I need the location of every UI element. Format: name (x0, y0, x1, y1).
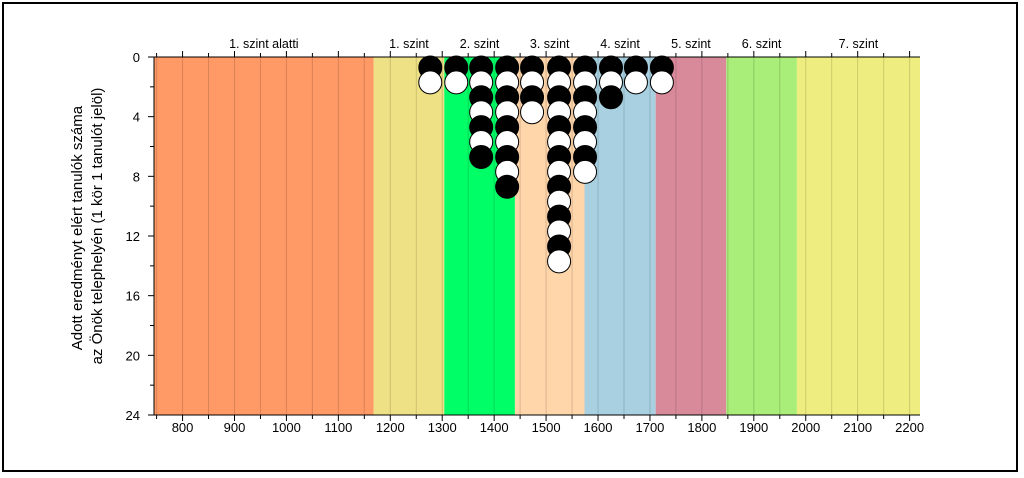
level-label: 5. szint (671, 37, 711, 51)
x-tick-label: 1900 (739, 420, 768, 435)
x-tick-label: 2200 (895, 420, 924, 435)
level-label: 3. szint (530, 37, 570, 51)
student-marker (573, 159, 598, 184)
y-axis-label-line-2: az Önök telephelyén (1 kör 1 tanulót jel… (88, 88, 106, 365)
level-label: 6. szint (742, 37, 782, 51)
level-band (373, 57, 445, 415)
level-band (154, 57, 374, 415)
y-tick-label: 20 (126, 348, 140, 363)
y-tick-label: 12 (126, 229, 140, 244)
level-labels: 1. szint alatti 1. szint 2. szint 3. szint 4… (229, 37, 879, 51)
chart-frame (2, 2, 1018, 472)
level-label: 4. szint (600, 37, 640, 51)
gridlines (156, 57, 911, 415)
x-tick-label: 1000 (272, 420, 301, 435)
level-label: 1. szint alatti (229, 37, 298, 51)
x-tick-label: 1200 (376, 420, 405, 435)
level-label: 1. szint (389, 37, 429, 51)
level-label: 2. szint (460, 37, 500, 51)
y-tick-label: 4 (133, 110, 140, 125)
student-marker (547, 249, 572, 274)
student-marker (520, 100, 545, 125)
x-tick-label: 1400 (480, 420, 509, 435)
student-marker (495, 174, 520, 199)
x-tick-label: 2000 (791, 420, 820, 435)
student-marker (418, 70, 443, 95)
x-tick-label: 1100 (324, 420, 352, 435)
student-marker (623, 70, 648, 95)
y-axis-label-line-1: Adott eredményt elért tanulók száma (69, 105, 86, 350)
x-tick-label: 800 (172, 420, 194, 435)
x-tick-label: 900 (224, 420, 246, 435)
x-tick-label: 1500 (532, 420, 561, 435)
y-tick-label: 8 (133, 169, 140, 184)
level-bands (154, 57, 920, 415)
student-marker (444, 70, 469, 95)
x-tick-label: 1600 (584, 420, 613, 435)
student-markers (418, 55, 674, 274)
y-tick-label: 16 (126, 289, 140, 304)
level-band (796, 57, 920, 415)
y-axis-label: Adott eredményt elért tanulók száma az Ö… (69, 88, 106, 365)
x-tick-label: 1300 (428, 420, 457, 435)
level-band (726, 57, 797, 415)
x-tick-label: 1700 (635, 420, 664, 435)
x-tick-label: 1800 (687, 420, 716, 435)
student-marker (469, 144, 494, 169)
level-band (655, 57, 727, 415)
y-tick-label: 0 (133, 50, 140, 65)
level-label: 7. szint (839, 37, 879, 51)
x-tick-label: 2100 (843, 420, 872, 435)
axes: 800 900 1000 1100 1200 1300 1400 1500 1600 1700 18… (126, 50, 925, 435)
student-marker (599, 85, 624, 110)
level-band (584, 57, 656, 415)
student-marker (649, 70, 674, 95)
y-tick-label: 24 (126, 408, 140, 423)
